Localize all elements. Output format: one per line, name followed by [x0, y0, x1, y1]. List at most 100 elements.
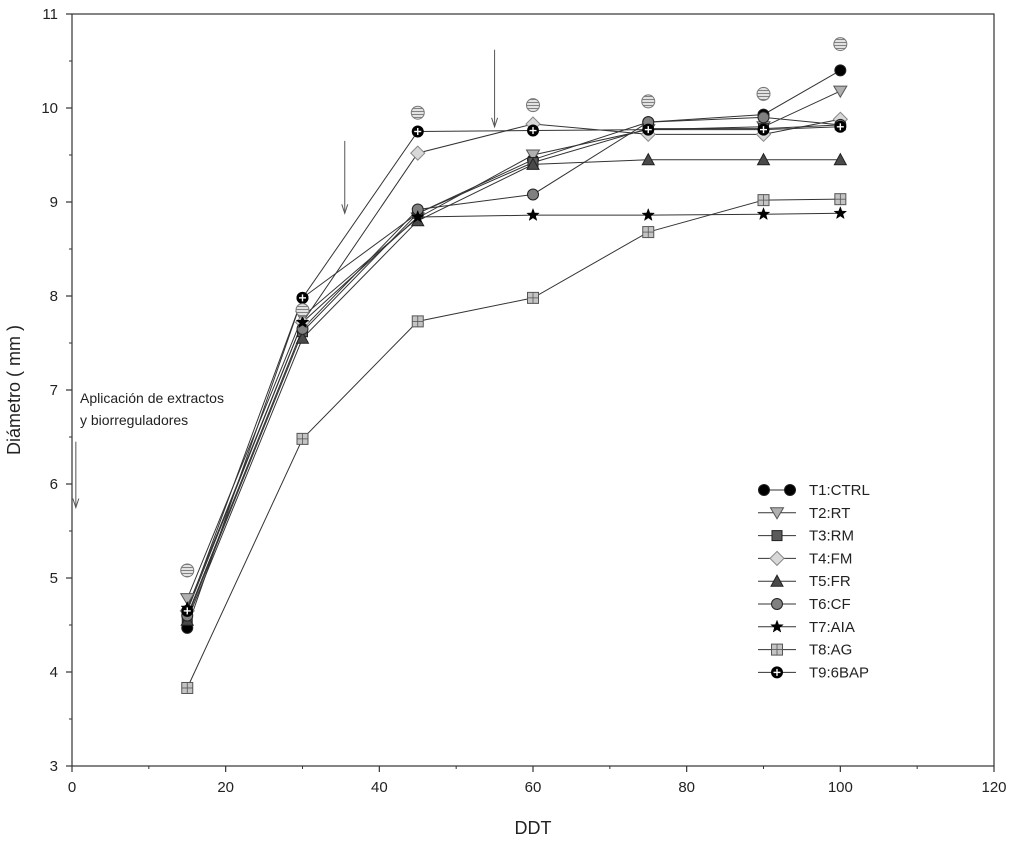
data-point-unlabeled-series [180, 563, 195, 578]
data-point-unlabeled-series [410, 105, 425, 120]
series-lines [186, 69, 841, 689]
series-line-t1-ctrl [186, 69, 841, 628]
data-point-t2-rt [525, 149, 541, 162]
x-tick-label: 60 [525, 779, 542, 796]
legend-label: T9:6BAP [809, 664, 869, 681]
data-point-t6-cf [527, 188, 539, 201]
legend-label: T1:CTRL [809, 482, 870, 499]
legend-label: T8:AG [809, 642, 852, 659]
data-point-t5-fr [641, 152, 656, 166]
x-axis-title: DDT [515, 818, 552, 838]
x-tick-label: 20 [217, 779, 234, 796]
data-point-t7-aia [410, 209, 425, 223]
legend-marker [784, 484, 796, 496]
y-tick-label: 7 [50, 382, 58, 399]
y-axis-title: Diámetro ( mm ) [4, 325, 24, 455]
data-point-t8-ag [181, 681, 194, 694]
annotation-text-line1: Aplicación de extractos [80, 390, 224, 406]
legend-label: T6:CF [809, 596, 851, 613]
legend-marker [770, 619, 784, 633]
annotation-arrow [72, 441, 80, 510]
y-tick-label: 8 [50, 288, 58, 305]
data-point-t9-6bap [757, 123, 770, 136]
legend-marker [771, 530, 783, 542]
x-tick-label: 120 [981, 779, 1006, 796]
data-point-t7-aia [641, 207, 656, 222]
data-point-t2-rt [832, 85, 848, 99]
data-point-unlabeled-series [641, 94, 656, 109]
data-point-t7-aia [295, 315, 310, 329]
y-tick-label: 4 [50, 664, 58, 681]
legend-label: T7:AIA [809, 619, 855, 636]
data-point-t9-6bap [181, 604, 194, 617]
axes: 0 20 40 60 80 100 120 3 4 5 6 7 8 9 10 11 [41, 6, 1006, 796]
legend-item-t8-ag: T8:AG [758, 642, 852, 659]
data-point-t9-6bap [527, 124, 539, 137]
data-point-t9-6bap [296, 291, 309, 304]
data-point-t9-6bap [834, 120, 847, 133]
data-point-t7-aia [756, 206, 771, 221]
legend-item-t1-ctrl: T1:CTRL [758, 482, 870, 499]
legend-item-t9-6bap: T9:6BAP [758, 664, 869, 681]
legend-item-t5-fr: T5:FR [758, 573, 851, 590]
y-tick-label: 10 [41, 100, 58, 117]
data-point-t9-6bap [642, 123, 655, 136]
data-point-unlabeled-series [833, 37, 848, 52]
series-line-t9-6bap [186, 126, 841, 612]
annotation-arrows [72, 49, 499, 510]
legend-marker [771, 643, 783, 656]
data-point-t4-fm [410, 145, 426, 161]
y-tick-label: 9 [50, 194, 58, 211]
data-point-t8-ag [296, 432, 309, 445]
series-line-t5-fr [186, 159, 841, 621]
x-tick-label: 100 [828, 779, 853, 796]
annotation-arrow [341, 140, 349, 215]
data-point-t8-ag [757, 194, 770, 207]
data-point-t8-ag [834, 193, 847, 206]
data-point-unlabeled-series [756, 86, 771, 101]
legend-marker [771, 598, 783, 610]
legend-item-t7-aia: T7:AIA [758, 619, 855, 636]
data-point-unlabeled-series [295, 303, 310, 318]
data-point-t5-fr [833, 152, 848, 166]
legend-item-t6-cf: T6:CF [758, 596, 851, 613]
data-point-t5-fr [295, 331, 310, 344]
data-point-unlabeled-series [526, 98, 540, 113]
data-point-t9-6bap [411, 125, 424, 138]
legend-label: T4:FM [809, 550, 852, 567]
legend-marker [770, 574, 784, 587]
legend-item-t2-rt: T2:RT [758, 505, 850, 522]
legend-item-t4-fm: T4:FM [758, 550, 852, 567]
legend-label: T2:RT [809, 505, 850, 522]
x-tick-label: 0 [68, 779, 76, 796]
legend-label: T5:FR [809, 573, 851, 590]
data-point-t7-aia [833, 206, 848, 220]
annotation-text-line2: y biorreguladores [80, 412, 188, 428]
legend: T1:CTRL T2:RT T3:RM T4:FM T5:FR T6:CF T7:AIA T8… [758, 482, 870, 681]
legend-marker [769, 550, 785, 567]
x-tick-label: 40 [371, 779, 388, 796]
data-point-t5-fr [526, 157, 540, 170]
y-tick-label: 3 [50, 758, 58, 775]
series-line-t8-ag [186, 198, 841, 689]
series-line-t7-aia [186, 212, 841, 609]
data-point-t2-rt [179, 593, 195, 606]
y-tick-label: 6 [50, 476, 58, 493]
data-point-t5-fr [756, 152, 771, 166]
series-markers [179, 37, 849, 694]
x-tick-label: 80 [678, 779, 695, 796]
legend-marker [758, 484, 770, 496]
data-point-t7-aia [526, 207, 540, 222]
data-point-t6-cf [757, 111, 770, 124]
data-point-t8-ag [411, 315, 424, 328]
legend-marker [769, 507, 785, 520]
legend-label: T3:RM [809, 528, 854, 545]
y-tick-label: 5 [50, 570, 58, 587]
y-tick-label: 11 [42, 6, 58, 23]
data-point-t8-ag [527, 291, 539, 304]
annotation-arrow [491, 49, 499, 129]
data-point-t8-ag [642, 226, 655, 239]
legend-item-t3-rm: T3:RM [758, 528, 854, 545]
